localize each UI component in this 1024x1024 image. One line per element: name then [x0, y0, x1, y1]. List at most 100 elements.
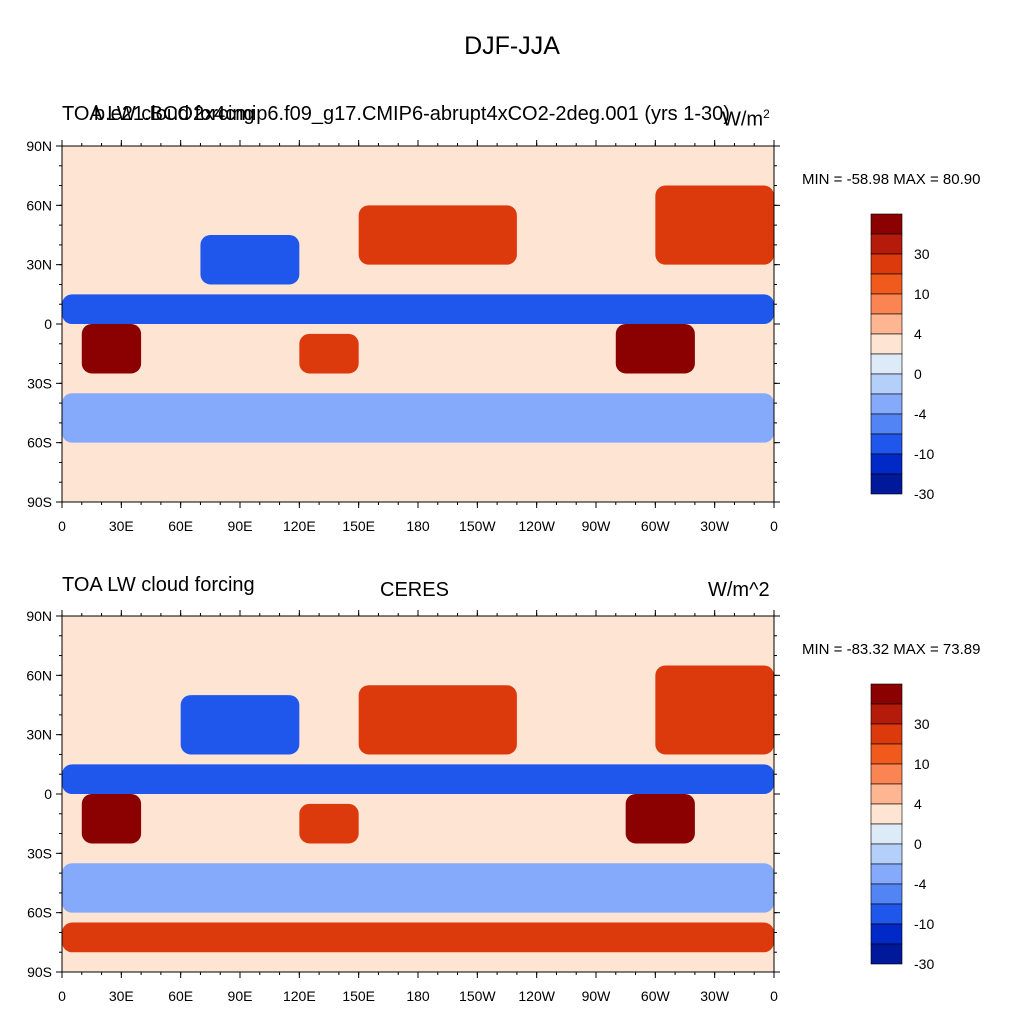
lat-tick-label: 30S: [27, 845, 52, 861]
data-region: [62, 294, 774, 324]
colorbar-box: [870, 313, 903, 335]
panel-1-case-title: b.e21.BCO2x4cmip6.f09_g17.CMIP6-abrupt4x…: [94, 103, 730, 125]
lon-tick-label: 60W: [641, 988, 671, 1004]
data-region: [358, 205, 517, 265]
lon-tick-label: 90W: [582, 988, 612, 1004]
lon-tick-label: 150E: [342, 988, 375, 1004]
lon-tick-label: 120E: [283, 988, 316, 1004]
colorbar-box: [870, 253, 903, 275]
colorbar-box: [870, 683, 903, 705]
colorbar-box: [870, 883, 903, 905]
colorbar-label: -10: [914, 916, 934, 932]
colorbar-label: -30: [914, 956, 934, 972]
panel-1-min-max: MIN = -58.98 MAX = 80.90: [802, 171, 981, 188]
colorbar-label: -4: [914, 876, 927, 892]
lon-tick-label: 30W: [700, 988, 730, 1004]
data-region: [180, 695, 300, 755]
colorbar-box: [870, 453, 903, 475]
data-region: [62, 764, 774, 794]
colorbar-box: [870, 393, 903, 415]
data-region: [81, 794, 142, 844]
colorbar-box: [870, 723, 903, 745]
colorbar-label: -10: [914, 446, 934, 462]
colorbar-box: [870, 923, 903, 945]
lon-tick-label: 30W: [700, 518, 730, 534]
data-region: [625, 794, 695, 844]
lon-tick-label: 30E: [109, 988, 134, 1004]
lon-tick-label: 0: [770, 518, 778, 534]
colorbar-label: 4: [914, 796, 922, 812]
lon-tick-label: 0: [58, 518, 66, 534]
colorbar-box: [870, 473, 903, 495]
data-region: [62, 863, 774, 913]
colorbar-box: [870, 703, 903, 725]
colorbar-label: 4: [914, 326, 922, 342]
lon-tick-label: 120W: [518, 988, 555, 1004]
panel-1-variable-title: TOA LW cloud forcing: [62, 103, 255, 125]
colorbar-label: 10: [914, 286, 930, 302]
colorbar-box: [870, 843, 903, 865]
lat-tick-label: 90S: [27, 964, 52, 980]
colorbar-label: 30: [914, 716, 930, 732]
colorbar-box: [870, 903, 903, 925]
colorbar-box: [870, 823, 903, 845]
panel-1-units-sup: 2: [763, 107, 770, 121]
colorbar-box: [870, 743, 903, 765]
lat-tick-label: 30N: [26, 257, 52, 273]
panel-2-variable-title: TOA LW cloud forcing: [62, 574, 255, 596]
panel-2-units-text: W/m^2: [708, 579, 770, 601]
colorbar-2: 30 10 4 0 -4 -10 -30: [870, 683, 934, 972]
colorbar-box: [870, 213, 903, 235]
data-region: [615, 324, 695, 374]
colorbar-label: -30: [914, 486, 934, 502]
lat-tick-label: 90N: [26, 138, 52, 154]
colorbar-box: [870, 373, 903, 395]
lon-tick-label: 60E: [168, 988, 193, 1004]
panel-1-units: W/m2: [722, 107, 770, 132]
colorbar-box: [870, 233, 903, 255]
panel-2-units: W/m^2: [708, 579, 770, 602]
lat-tick-label: 0: [44, 786, 52, 802]
figure-title: DJF-JJA: [464, 32, 560, 60]
lon-tick-label: 120W: [518, 518, 555, 534]
lat-tick-label: 60S: [27, 435, 52, 451]
lon-tick-label: 0: [770, 988, 778, 1004]
lat-tick-label: 60S: [27, 905, 52, 921]
lon-tick-label: 0: [58, 988, 66, 1004]
colorbar-label: 0: [914, 836, 922, 852]
colorbar-box: [870, 943, 903, 965]
data-region: [62, 452, 774, 502]
panel-1-units-text: W/m: [722, 108, 764, 131]
data-region: [655, 185, 774, 265]
data-region: [358, 685, 517, 755]
colorbar-box: [870, 433, 903, 455]
colorbar-1: 30 10 4 0 -4 -10 -30: [870, 213, 934, 502]
colorbar-label: -4: [914, 406, 927, 422]
map-panel-1: 90N 60N 30N 0 30S 60S 90S 0 30E 60E 90E 120E 150E 180…: [26, 138, 780, 534]
colorbar-box: [870, 763, 903, 785]
lat-tick-label: 90N: [26, 608, 52, 624]
colorbar-label: 0: [914, 366, 922, 382]
lat-tick-label: 60N: [26, 197, 52, 213]
lat-tick-label: 30N: [26, 727, 52, 743]
colorbar-box: [870, 333, 903, 355]
colorbar-box: [870, 293, 903, 315]
data-region: [81, 324, 142, 374]
colorbar-box: [870, 413, 903, 435]
lon-tick-label: 90E: [228, 518, 253, 534]
colorbar-label: 30: [914, 246, 930, 262]
lon-tick-label: 150W: [459, 518, 496, 534]
colorbar-label: 10: [914, 756, 930, 772]
lon-tick-label: 120E: [283, 518, 316, 534]
colorbar-box: [870, 273, 903, 295]
lat-tick-label: 30S: [27, 375, 52, 391]
colorbar-box: [870, 863, 903, 885]
data-region: [299, 803, 359, 844]
lon-tick-label: 150W: [459, 988, 496, 1004]
lat-tick-label: 0: [44, 316, 52, 332]
lon-tick-label: 150E: [342, 518, 375, 534]
data-region: [62, 393, 774, 443]
data-region: [299, 333, 359, 374]
lon-tick-label: 180: [406, 518, 430, 534]
lon-tick-label: 90E: [228, 988, 253, 1004]
